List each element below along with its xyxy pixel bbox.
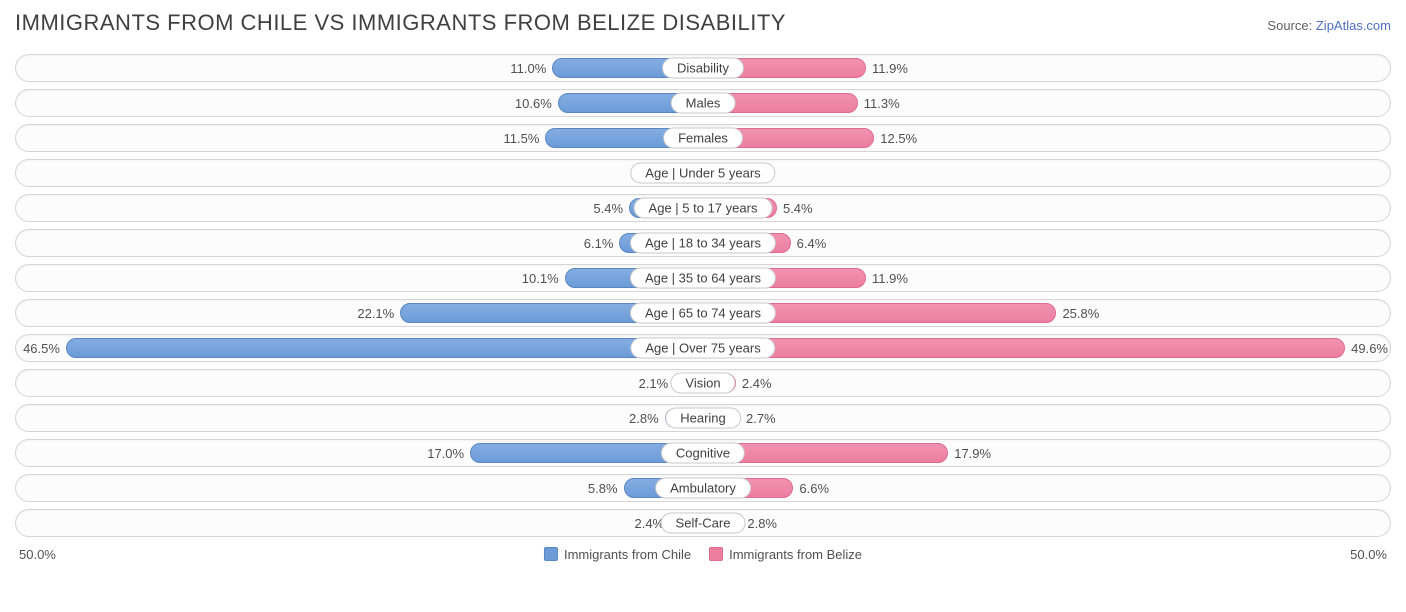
legend-item-right: Immigrants from Belize [709, 547, 862, 562]
left-value-label: 5.4% [593, 201, 623, 216]
chart-row: 6.1% 6.4% Age | 18 to 34 years [15, 229, 1391, 257]
right-value-label: 25.8% [1062, 306, 1099, 321]
left-value-label: 46.5% [23, 341, 60, 356]
left-value-label: 10.6% [515, 96, 552, 111]
left-value-label: 11.0% [510, 61, 546, 76]
category-label: Cognitive [661, 443, 745, 464]
legend-swatch-right [709, 547, 723, 561]
right-value-label: 11.9% [872, 271, 908, 286]
chart-row: 10.6% 11.3% Males [15, 89, 1391, 117]
category-label: Age | 35 to 64 years [630, 268, 776, 289]
source-label: Source: [1267, 18, 1312, 33]
chart-row: 10.1% 11.9% Age | 35 to 64 years [15, 264, 1391, 292]
category-label: Age | 18 to 34 years [630, 233, 776, 254]
chart-row: 17.0% 17.9% Cognitive [15, 439, 1391, 467]
axis-left-max: 50.0% [19, 547, 56, 562]
legend-swatch-left [544, 547, 558, 561]
left-value-label: 2.1% [639, 376, 669, 391]
left-value-label: 17.0% [427, 446, 464, 461]
right-value-label: 49.6% [1351, 341, 1388, 356]
chart-row: 11.0% 11.9% Disability [15, 54, 1391, 82]
legend-item-left: Immigrants from Chile [544, 547, 691, 562]
chart-row: 2.1% 2.4% Vision [15, 369, 1391, 397]
chart-title: IMMIGRANTS FROM CHILE VS IMMIGRANTS FROM… [15, 10, 786, 36]
source-link[interactable]: ZipAtlas.com [1316, 18, 1391, 33]
category-label: Age | Under 5 years [630, 163, 775, 184]
left-value-label: 10.1% [522, 271, 559, 286]
chart-row: 2.8% 2.7% Hearing [15, 404, 1391, 432]
category-label: Age | Over 75 years [630, 338, 775, 359]
left-value-label: 2.8% [629, 411, 659, 426]
right-value-label: 5.4% [783, 201, 813, 216]
left-value-label: 22.1% [357, 306, 394, 321]
category-label: Hearing [665, 408, 741, 429]
left-value-label: 11.5% [504, 131, 540, 146]
category-label: Vision [670, 373, 735, 394]
right-value-label: 11.3% [864, 96, 900, 111]
chart-footer: 50.0% Immigrants from Chile Immigrants f… [15, 544, 1391, 564]
right-value-label: 17.9% [954, 446, 991, 461]
category-label: Disability [662, 58, 744, 79]
left-value-label: 5.8% [588, 481, 618, 496]
category-label: Males [671, 93, 736, 114]
left-bar [66, 338, 703, 358]
right-value-label: 2.7% [746, 411, 776, 426]
right-value-label: 11.9% [872, 61, 908, 76]
chart-row: 1.3%1.1%Age | Under 5 years [15, 159, 1391, 187]
axis-right-max: 50.0% [1350, 547, 1387, 562]
right-value-label: 2.8% [747, 516, 777, 531]
source-attribution: Source: ZipAtlas.com [1267, 18, 1391, 33]
legend-label-right: Immigrants from Belize [729, 547, 862, 562]
chart-row: 22.1% 25.8% Age | 65 to 74 years [15, 299, 1391, 327]
left-value-label: 6.1% [584, 236, 614, 251]
right-value-label: 12.5% [880, 131, 917, 146]
chart-row: 5.8% 6.6% Ambulatory [15, 474, 1391, 502]
legend: Immigrants from Chile Immigrants from Be… [544, 547, 862, 562]
chart-row: 2.4%2.8%Self-Care [15, 509, 1391, 537]
category-label: Ambulatory [655, 478, 751, 499]
chart-row: 5.4% 5.4% Age | 5 to 17 years [15, 194, 1391, 222]
category-label: Age | 65 to 74 years [630, 303, 776, 324]
right-bar [703, 338, 1345, 358]
legend-label-left: Immigrants from Chile [564, 547, 691, 562]
right-value-label: 6.4% [797, 236, 827, 251]
category-label: Self-Care [661, 513, 746, 534]
category-label: Age | 5 to 17 years [634, 198, 773, 219]
category-label: Females [663, 128, 743, 149]
chart-row: 46.5% 49.6% Age | Over 75 years [15, 334, 1391, 362]
right-value-label: 2.4% [742, 376, 772, 391]
diverging-bar-chart: 11.0% 11.9% Disability 10.6% 11.3% Males 11.5%… [15, 54, 1391, 537]
chart-row: 11.5% 12.5% Females [15, 124, 1391, 152]
right-value-label: 6.6% [799, 481, 829, 496]
